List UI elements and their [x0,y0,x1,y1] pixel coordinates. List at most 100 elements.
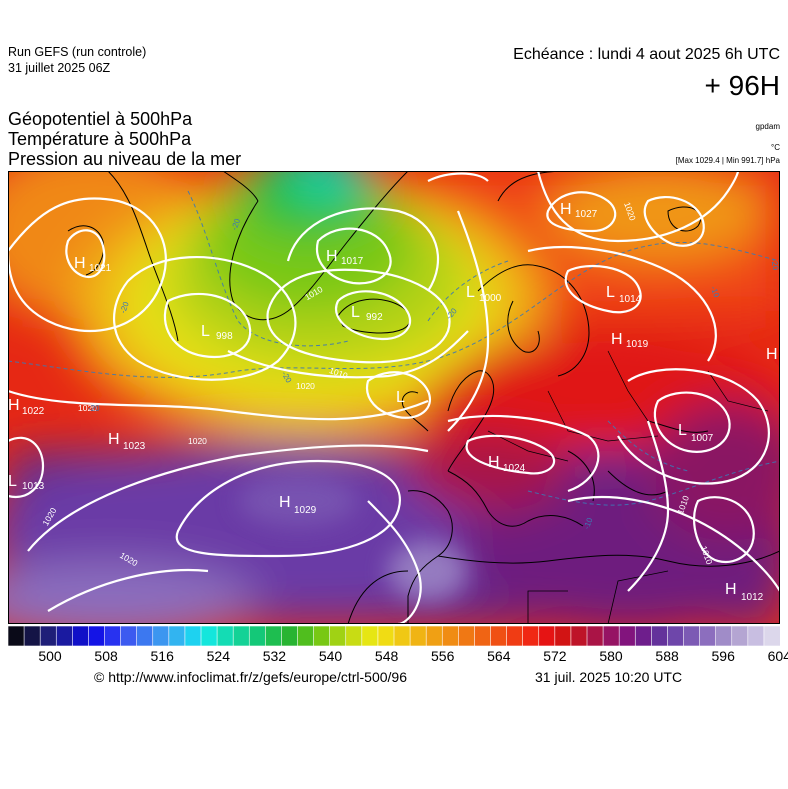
colorbar-tick-label: 556 [431,648,455,664]
center-high-1017: H 1017 [326,248,364,267]
coastlines [67,171,780,624]
colorbar-swatch [458,626,476,646]
center-high-1023: H 1023 [108,431,146,452]
colorbar-tick-label: 540 [318,648,343,664]
colorbar-swatch [586,626,604,646]
colorbar-tick-label: 548 [374,648,399,664]
colorbar-swatch [634,626,652,646]
copyright-url: © http://www.infoclimat.fr/z/gefs/europe… [94,669,408,685]
field-mslp: Pression au niveau de la mer [8,149,242,169]
center-value: 1013 [22,481,45,492]
colorbar-swatch [715,626,733,646]
center-high-1012: H 1012 [725,581,764,603]
center-letter: L [466,284,475,301]
center-high-1029: H 1029 [279,494,317,516]
center-value: 1000 [479,293,502,304]
field-geopotential: Géopotentiel à 500hPa [8,109,193,129]
center-low-unlabeled: L [396,389,405,406]
isotherms [8,190,780,506]
colorbar-swatch [168,626,186,646]
center-letter: H [725,581,737,598]
center-value: 1021 [89,263,112,274]
colorbar-swatch [667,626,685,646]
isotherm-label: -20 [230,217,243,231]
center-value: 1029 [294,505,317,516]
center-letter: L [606,284,615,301]
center-value: 1022 [22,406,45,417]
colorbar-swatch [425,626,443,646]
center-letter: L [8,473,17,490]
colorbar-swatch [506,626,524,646]
colorbar-swatch [345,626,363,646]
colorbar-swatch [297,626,315,646]
colorbar-tick-label: 572 [543,648,567,664]
run-title: Run GEFS (run controle) [8,45,147,59]
colorbar-swatch [184,626,202,646]
colorbar-swatch [361,626,379,646]
colorbar-ticks: 500 508 516 524 532 540 548 556 564 572 580 588 596 6… [8,648,788,668]
colorbar-swatch [232,626,250,646]
center-letter: H [8,397,20,414]
geopotential-shading [8,171,780,624]
colorbar-swatch [554,626,572,646]
colorbar-swatch [683,626,701,646]
colorbar-swatch [88,626,106,646]
colorbar-swatch [200,626,218,646]
center-letter: L [201,323,210,340]
pressure-centers: H 1021 H 1017 L 992 L 998 L 1000 H 1027 L 1014 … [8,201,778,603]
colorbar-swatch [120,626,138,646]
colorbar-tick-label: 580 [599,648,623,664]
center-high-1019: H 1019 [611,331,649,350]
colorbar-tick-label: 532 [262,648,287,664]
center-high-1022: H 1022 [8,397,45,417]
colorbar-swatch [136,626,154,646]
generated-date: 31 juil. 2025 10:20 UTC [535,669,683,685]
center-value: 1007 [691,433,714,444]
colorbar-swatch [377,626,395,646]
isotherm-label: -20 [769,258,780,271]
center-low-992: L 992 [351,304,383,323]
center-letter: L [351,304,360,321]
center-value: 1012 [741,592,764,603]
colorbar-swatch [618,626,636,646]
center-low-1007: L 1007 [678,422,714,444]
weather-map: H 1021 H 1017 L 992 L 998 L 1000 H 1027 L 1014 … [8,171,780,624]
unit-temperature: °C [771,143,780,152]
colorbar-swatch [747,626,765,646]
center-letter: H [74,255,86,272]
colorbar-swatch [248,626,266,646]
valid-time: Echéance : lundi 4 aout 2025 6h UTC [513,46,780,63]
isobar-label: 1020 [188,436,207,446]
colorbar-swatch [651,626,669,646]
colorbar-swatch [104,626,122,646]
lead-time: + 96H [704,70,781,101]
colorbar-swatch [152,626,170,646]
colorbar-swatch [281,626,299,646]
colorbar-swatch [602,626,620,646]
center-value: 992 [366,312,383,323]
colorbar-swatch [393,626,411,646]
center-letter: L [678,422,687,439]
center-value: 1023 [123,441,146,452]
colorbar-swatch [490,626,508,646]
center-letter: H [766,346,778,363]
center-letter: H [326,248,338,265]
colorbar-swatch [538,626,556,646]
isotherm-label: -10 [582,516,595,530]
center-letter: H [108,431,120,448]
colorbar-swatch [39,626,57,646]
colorbar-swatch [55,626,73,646]
colorbar-tick-label: 508 [94,648,118,664]
run-date: 31 juillet 2025 06Z [8,61,111,75]
center-high-1024: H 1024 [488,454,526,474]
colorbar-tick-label: 564 [487,648,511,664]
colorbar-tick-label: 524 [206,648,230,664]
colorbar-swatch [329,626,347,646]
isobar-label: 1020 [78,403,97,413]
colorbar-swatch [474,626,492,646]
colorbar-tick-label: 588 [655,648,679,664]
center-high-1027: H 1027 [560,201,598,220]
colorbar-tick-label: 604 [767,648,788,664]
center-letter: H [611,331,623,348]
colorbar-swatch [409,626,427,646]
